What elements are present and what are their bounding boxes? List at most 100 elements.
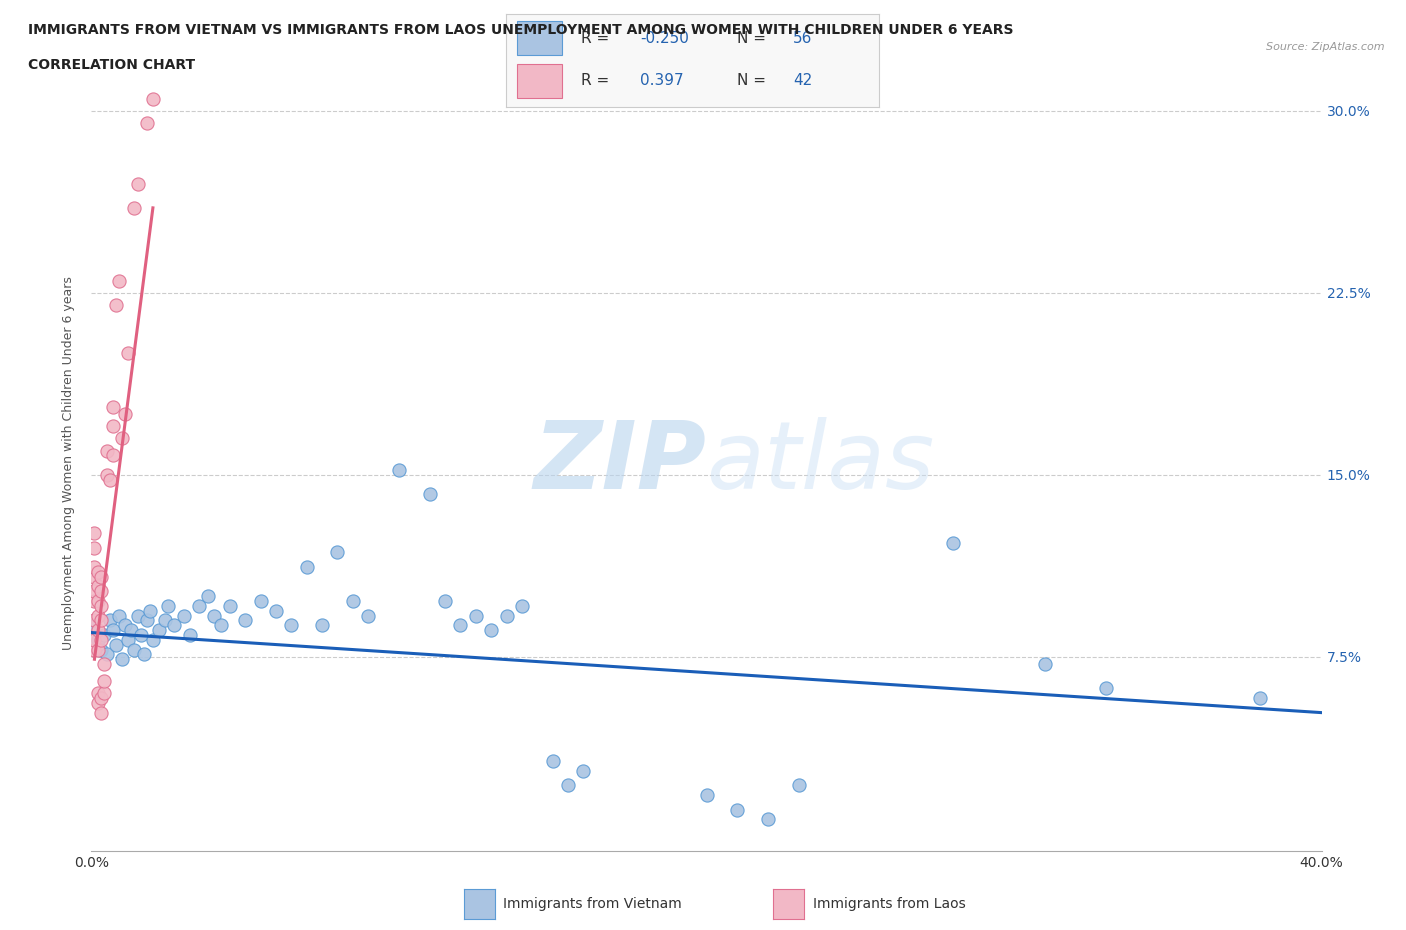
Point	[83, 618, 105, 632]
Point	[90, 642, 112, 657]
Text: CORRELATION CHART: CORRELATION CHART	[28, 58, 195, 72]
Point	[117, 632, 139, 647]
Point	[93, 657, 115, 671]
Point	[117, 346, 139, 361]
Text: R =: R =	[581, 31, 614, 46]
Point	[114, 618, 136, 632]
Point	[157, 598, 180, 613]
Point	[127, 176, 149, 191]
Point	[105, 298, 127, 312]
Point	[135, 115, 157, 130]
Point	[495, 608, 517, 623]
Point	[83, 540, 105, 555]
Point	[188, 598, 211, 613]
Point	[127, 608, 149, 623]
Point	[90, 691, 112, 706]
Point	[942, 536, 965, 551]
Point	[83, 525, 105, 540]
Point	[510, 598, 533, 613]
Point	[557, 778, 579, 793]
Point	[83, 584, 105, 599]
Point	[264, 604, 287, 618]
Point	[98, 613, 121, 628]
Point	[479, 623, 502, 638]
Point	[86, 608, 108, 623]
Point	[142, 91, 165, 106]
Point	[86, 565, 108, 579]
Point	[139, 604, 162, 618]
Text: 56: 56	[793, 31, 813, 46]
Point	[357, 608, 380, 623]
Point	[326, 545, 349, 560]
Point	[90, 705, 112, 720]
Point	[464, 608, 486, 623]
Point	[295, 560, 318, 575]
Point	[90, 584, 112, 599]
Point	[1033, 657, 1056, 671]
Point	[101, 418, 124, 433]
Point	[202, 608, 225, 623]
Point	[572, 764, 595, 778]
Point	[108, 273, 131, 288]
Point	[280, 618, 302, 632]
Point	[434, 593, 457, 608]
Point	[725, 803, 748, 817]
Text: 0.397: 0.397	[640, 73, 683, 88]
Point	[105, 637, 127, 652]
Point	[96, 647, 118, 662]
Point	[132, 647, 155, 662]
Point	[93, 685, 115, 700]
Point	[98, 472, 121, 487]
Bar	[517, 21, 562, 55]
Text: N =: N =	[737, 73, 770, 88]
Point	[86, 642, 108, 657]
Bar	[517, 64, 562, 98]
Text: atlas: atlas	[706, 418, 935, 508]
Point	[86, 623, 108, 638]
Point	[96, 443, 118, 458]
Point	[93, 673, 115, 688]
Point	[96, 468, 118, 483]
Point	[124, 642, 146, 657]
Point	[111, 652, 134, 667]
Point	[120, 623, 142, 638]
Point	[342, 593, 364, 608]
Point	[101, 623, 124, 638]
Text: IMMIGRANTS FROM VIETNAM VS IMMIGRANTS FROM LAOS UNEMPLOYMENT AMONG WOMEN WITH CH: IMMIGRANTS FROM VIETNAM VS IMMIGRANTS FR…	[28, 23, 1014, 37]
Point	[311, 618, 333, 632]
Point	[209, 618, 232, 632]
Point	[111, 431, 134, 445]
Point	[86, 632, 108, 647]
Point	[541, 753, 564, 768]
Text: ZIP: ZIP	[534, 417, 706, 509]
Point	[148, 623, 170, 638]
Point	[163, 618, 186, 632]
Point	[135, 613, 157, 628]
Point	[419, 486, 441, 501]
Point	[90, 632, 112, 647]
Point	[114, 406, 136, 421]
Point	[249, 593, 271, 608]
Point	[90, 613, 112, 628]
Point	[153, 613, 177, 628]
Point	[179, 628, 201, 643]
Point	[197, 589, 219, 604]
Point	[129, 628, 152, 643]
Point	[108, 608, 131, 623]
Point	[449, 618, 471, 632]
Text: -0.250: -0.250	[640, 31, 689, 46]
Text: Immigrants from Vietnam: Immigrants from Vietnam	[503, 897, 682, 911]
Point	[173, 608, 195, 623]
Point	[233, 613, 256, 628]
Point	[787, 778, 810, 793]
Point	[142, 632, 165, 647]
Point	[1249, 691, 1271, 706]
Point	[83, 642, 105, 657]
Point	[90, 569, 112, 584]
Point	[86, 593, 108, 608]
Text: R =: R =	[581, 73, 614, 88]
Point	[1095, 681, 1118, 696]
Text: 42: 42	[793, 73, 813, 88]
Text: Immigrants from Laos: Immigrants from Laos	[813, 897, 966, 911]
Point	[83, 593, 105, 608]
